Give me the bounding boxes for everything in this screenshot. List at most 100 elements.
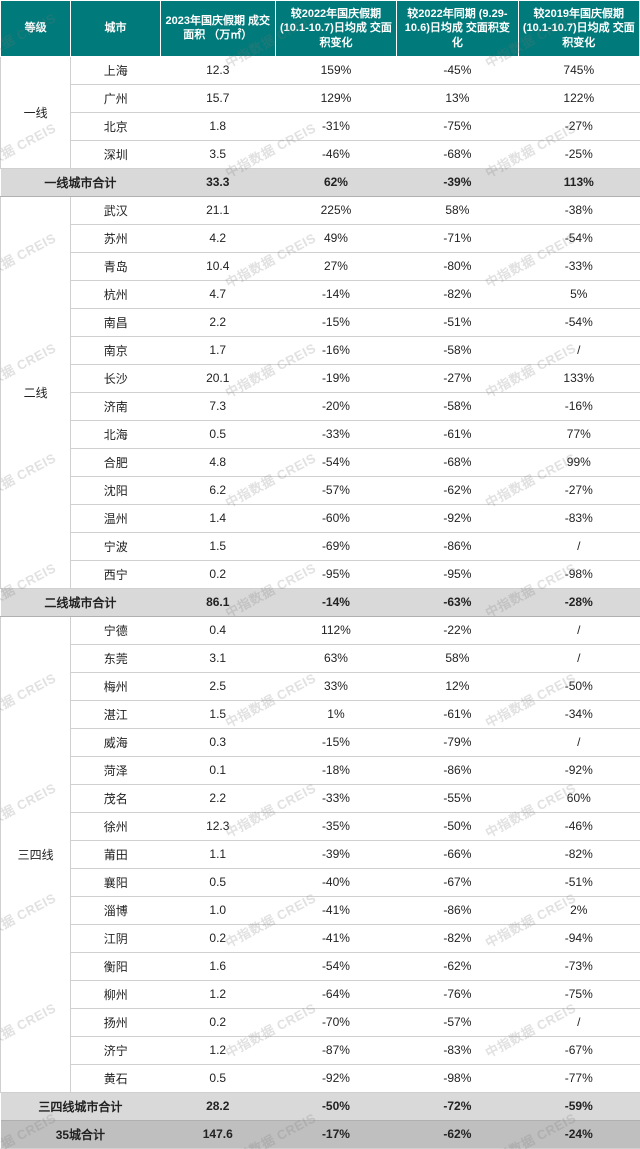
- change-cell: -33%: [518, 252, 639, 280]
- table-row: 南京1.7-16%-58%/: [1, 336, 640, 364]
- change-cell: 60%: [518, 784, 639, 812]
- grandtotal-value: -24%: [518, 1120, 639, 1148]
- change-cell: 159%: [275, 56, 396, 84]
- change-cell: 2%: [518, 896, 639, 924]
- table-container: 等级 城市 2023年国庆假期 成交面积 （万㎡） 较2022年国庆假期 (10…: [0, 0, 640, 1149]
- subtotal-value: -28%: [518, 588, 639, 616]
- header-vs2019: 较2019年国庆假期 (10.1-10.7)日均成 交面积变化: [518, 1, 639, 57]
- table-row: 江阴0.2-41%-82%-94%: [1, 924, 640, 952]
- grandtotal-value: -17%: [275, 1120, 396, 1148]
- change-cell: -46%: [518, 812, 639, 840]
- change-cell: -66%: [397, 840, 518, 868]
- city: 威海: [71, 728, 160, 756]
- city: 沈阳: [71, 476, 160, 504]
- change-cell: -27%: [518, 112, 639, 140]
- change-cell: 133%: [518, 364, 639, 392]
- area-cell: 12.3: [160, 56, 275, 84]
- change-cell: -75%: [397, 112, 518, 140]
- table-row: 扬州0.2-70%-57%/: [1, 1008, 640, 1036]
- change-cell: -95%: [397, 560, 518, 588]
- area-cell: 20.1: [160, 364, 275, 392]
- table-row: 莆田1.1-39%-66%-82%: [1, 840, 640, 868]
- city: 长沙: [71, 364, 160, 392]
- city: 南京: [71, 336, 160, 364]
- change-cell: -55%: [397, 784, 518, 812]
- change-cell: -98%: [518, 560, 639, 588]
- change-cell: -50%: [397, 812, 518, 840]
- change-cell: 225%: [275, 196, 396, 224]
- city: 黄石: [71, 1064, 160, 1092]
- area-cell: 1.2: [160, 980, 275, 1008]
- city: 西宁: [71, 560, 160, 588]
- change-cell: -57%: [275, 476, 396, 504]
- table-row: 衡阳1.6-54%-62%-73%: [1, 952, 640, 980]
- header-area: 2023年国庆假期 成交面积 （万㎡）: [160, 1, 275, 57]
- change-cell: -77%: [518, 1064, 639, 1092]
- change-cell: -58%: [397, 392, 518, 420]
- city: 北京: [71, 112, 160, 140]
- change-cell: -31%: [275, 112, 396, 140]
- area-cell: 15.7: [160, 84, 275, 112]
- table-row: 二线武汉21.1225%58%-38%: [1, 196, 640, 224]
- change-cell: -38%: [518, 196, 639, 224]
- area-cell: 2.2: [160, 784, 275, 812]
- grandtotal-label: 35城合计: [1, 1120, 161, 1148]
- subtotal-value: 86.1: [160, 588, 275, 616]
- change-cell: -19%: [275, 364, 396, 392]
- change-cell: 58%: [397, 196, 518, 224]
- data-table: 等级 城市 2023年国庆假期 成交面积 （万㎡） 较2022年国庆假期 (10…: [0, 0, 640, 1149]
- change-cell: -41%: [275, 896, 396, 924]
- area-cell: 0.2: [160, 924, 275, 952]
- change-cell: -92%: [275, 1064, 396, 1092]
- city: 东莞: [71, 644, 160, 672]
- change-cell: 63%: [275, 644, 396, 672]
- tier-cell: 二线: [1, 196, 71, 588]
- city: 济南: [71, 392, 160, 420]
- table-row: 杭州4.7-14%-82%5%: [1, 280, 640, 308]
- city: 广州: [71, 84, 160, 112]
- subtotal-label: 一线城市合计: [1, 168, 161, 196]
- change-cell: 745%: [518, 56, 639, 84]
- change-cell: -15%: [275, 728, 396, 756]
- table-row: 菏泽0.1-18%-86%-92%: [1, 756, 640, 784]
- table-body: 一线上海12.3159%-45%745%广州15.7129%13%122%北京1…: [1, 56, 640, 1148]
- change-cell: -51%: [518, 868, 639, 896]
- area-cell: 1.6: [160, 952, 275, 980]
- area-cell: 1.8: [160, 112, 275, 140]
- change-cell: 27%: [275, 252, 396, 280]
- table-row: 湛江1.51%-61%-34%: [1, 700, 640, 728]
- change-cell: 122%: [518, 84, 639, 112]
- subtotal-row: 一线城市合计33.362%-39%113%: [1, 168, 640, 196]
- area-cell: 0.5: [160, 420, 275, 448]
- change-cell: -50%: [518, 672, 639, 700]
- change-cell: /: [518, 1008, 639, 1036]
- area-cell: 0.1: [160, 756, 275, 784]
- subtotal-value: 113%: [518, 168, 639, 196]
- header-vs2022a: 较2022年国庆假期 (10.1-10.7)日均成 交面积变化: [275, 1, 396, 57]
- change-cell: -54%: [275, 448, 396, 476]
- subtotal-value: -14%: [275, 588, 396, 616]
- change-cell: -54%: [518, 308, 639, 336]
- change-cell: 33%: [275, 672, 396, 700]
- table-row: 黄石0.5-92%-98%-77%: [1, 1064, 640, 1092]
- area-cell: 0.3: [160, 728, 275, 756]
- grandtotal-value: 147.6: [160, 1120, 275, 1148]
- city: 梅州: [71, 672, 160, 700]
- change-cell: /: [518, 644, 639, 672]
- city: 青岛: [71, 252, 160, 280]
- table-header: 等级 城市 2023年国庆假期 成交面积 （万㎡） 较2022年国庆假期 (10…: [1, 1, 640, 57]
- table-row: 西宁0.2-95%-95%-98%: [1, 560, 640, 588]
- city: 莆田: [71, 840, 160, 868]
- grandtotal-value: -62%: [397, 1120, 518, 1148]
- change-cell: -34%: [518, 700, 639, 728]
- city: 扬州: [71, 1008, 160, 1036]
- change-cell: -86%: [397, 896, 518, 924]
- change-cell: -60%: [275, 504, 396, 532]
- change-cell: 129%: [275, 84, 396, 112]
- city: 杭州: [71, 280, 160, 308]
- area-cell: 4.8: [160, 448, 275, 476]
- change-cell: 77%: [518, 420, 639, 448]
- table-row: 宁波1.5-69%-86%/: [1, 532, 640, 560]
- table-row: 合肥4.8-54%-68%99%: [1, 448, 640, 476]
- change-cell: 99%: [518, 448, 639, 476]
